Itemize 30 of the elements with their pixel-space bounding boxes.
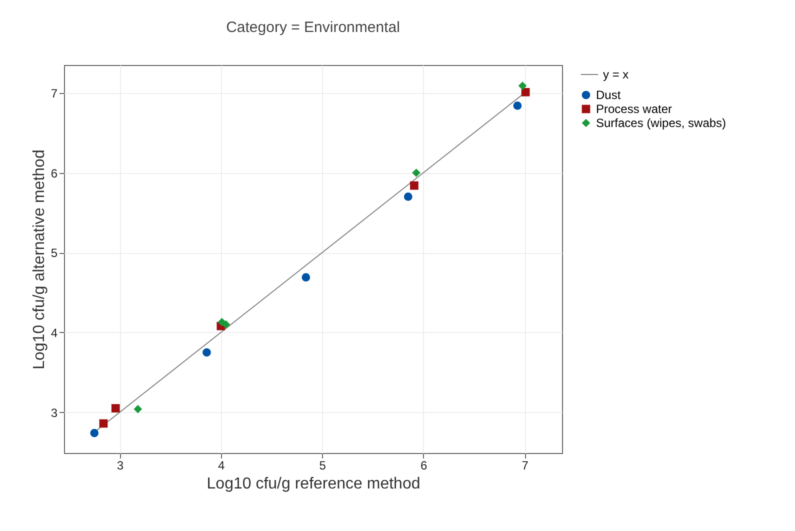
point: [521, 88, 530, 96]
x-tick-label: 4: [218, 458, 226, 472]
y-tick-label: 5: [50, 246, 58, 260]
point: [518, 82, 527, 90]
x-tick-label: 5: [319, 458, 326, 472]
point: [222, 320, 230, 329]
chart-title: Category = Environmental: [226, 19, 400, 36]
legend-label: Surfaces (wipes, swabs): [596, 116, 726, 130]
point: [202, 348, 211, 357]
y-tick-label: 6: [50, 166, 58, 180]
legend-label: Process water: [596, 102, 672, 116]
point: [513, 102, 522, 110]
point: [410, 181, 418, 190]
x-axis-title: Log10 cfu/g reference method: [206, 476, 420, 492]
legend-label: y = x: [603, 68, 629, 82]
x-tick-label: 6: [420, 458, 428, 472]
point: [302, 273, 310, 282]
point: [99, 419, 108, 428]
y-tick-label: 4: [50, 326, 58, 340]
point: [412, 168, 420, 177]
point: [404, 192, 412, 201]
y-tick-label: 3: [50, 406, 58, 420]
point: [111, 404, 120, 412]
y-tick-label: 7: [50, 86, 58, 100]
y-axis-title: Log10 cfu/g alternative method: [30, 150, 48, 370]
legend-label: Dust: [596, 88, 622, 102]
x-tick-label: 7: [522, 458, 529, 472]
point: [134, 404, 142, 414]
x-tick-label: 3: [116, 458, 124, 472]
point: [90, 428, 99, 438]
